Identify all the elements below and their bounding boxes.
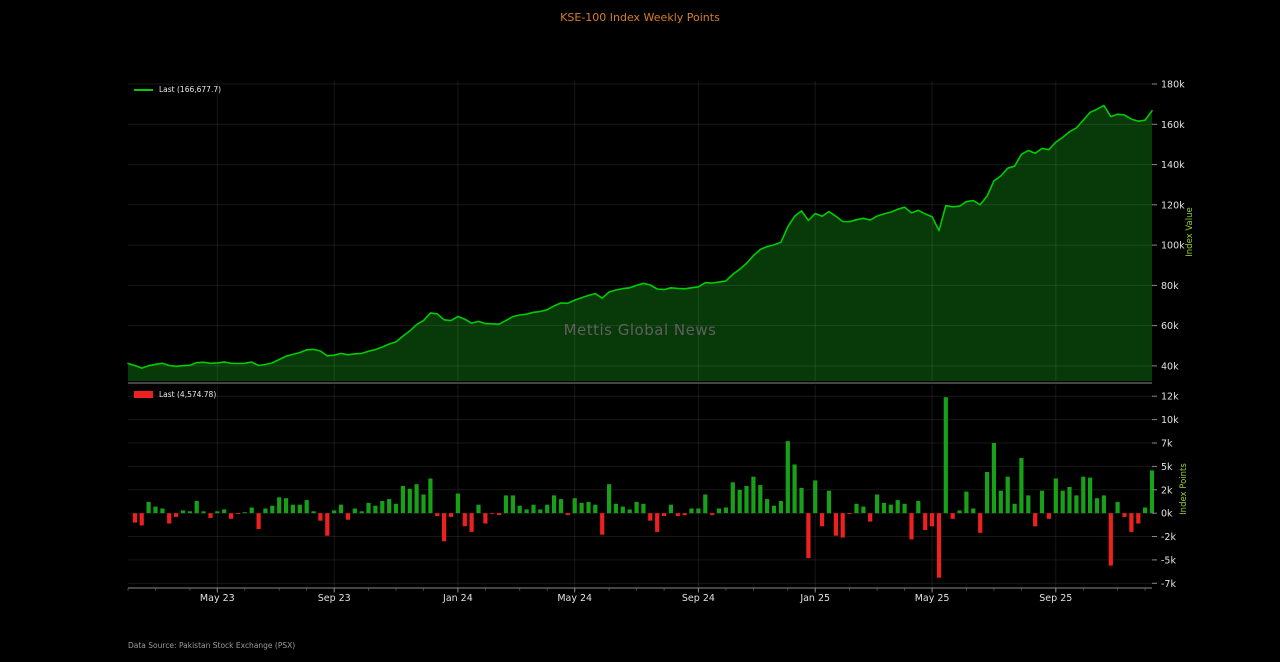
grid-lines	[128, 81, 1152, 588]
svg-text:5k: 5k	[1161, 462, 1173, 473]
svg-text:12k: 12k	[1161, 392, 1179, 403]
price-legend-swatch	[134, 88, 153, 91]
chart-title: KSE-100 Index Weekly Points	[560, 11, 720, 24]
svg-text:-7k: -7k	[1161, 579, 1176, 590]
svg-text:Sep 25: Sep 25	[1039, 593, 1072, 604]
svg-text:May 24: May 24	[557, 593, 592, 604]
axes	[127, 83, 1157, 593]
price-line	[127, 104, 1153, 369]
svg-text:0k: 0k	[1161, 509, 1173, 520]
svg-text:-5k: -5k	[1161, 555, 1176, 566]
svg-text:May 25: May 25	[915, 593, 950, 604]
watermark: Mettis Global News	[563, 321, 717, 339]
svg-text:Sep 23: Sep 23	[318, 593, 351, 604]
tick-labels: 180k 160k 140k 120k 100k 80k 60k 40k 12k 10k 7k 5k 2…	[200, 80, 1185, 605]
svg-text:10k: 10k	[1161, 415, 1179, 426]
svg-text:Jan 24: Jan 24	[442, 593, 473, 604]
svg-text:100k: 100k	[1161, 241, 1185, 252]
svg-text:40k: 40k	[1161, 361, 1179, 372]
svg-text:-2k: -2k	[1161, 532, 1176, 543]
svg-text:7k: 7k	[1161, 439, 1173, 450]
svg-text:140k: 140k	[1161, 160, 1185, 171]
svg-text:120k: 120k	[1161, 200, 1185, 211]
change-bars	[132, 397, 1155, 578]
price-area	[128, 105, 1152, 382]
svg-text:May 23: May 23	[200, 593, 235, 604]
change-legend-label: Last (4,574.78)	[159, 390, 217, 399]
svg-text:60k: 60k	[1161, 321, 1179, 332]
footer-text: Data Source: Pakistan Stock Exchange (PS…	[128, 641, 296, 650]
price-axis-label: Index Value	[1185, 207, 1195, 257]
change-legend-swatch	[134, 391, 153, 398]
svg-text:Jan 25: Jan 25	[799, 593, 830, 604]
svg-text:2k: 2k	[1161, 485, 1173, 496]
change-axis-label: Index Points	[1179, 463, 1189, 515]
svg-text:80k: 80k	[1161, 281, 1179, 292]
price-legend-label: Last (166,677.7)	[159, 85, 222, 94]
svg-text:180k: 180k	[1161, 80, 1185, 91]
change-legend: Last (4,574.78)	[134, 390, 216, 399]
price-legend: Last (166,677.7)	[134, 85, 221, 94]
svg-text:Sep 24: Sep 24	[682, 593, 715, 604]
svg-text:160k: 160k	[1161, 120, 1185, 131]
